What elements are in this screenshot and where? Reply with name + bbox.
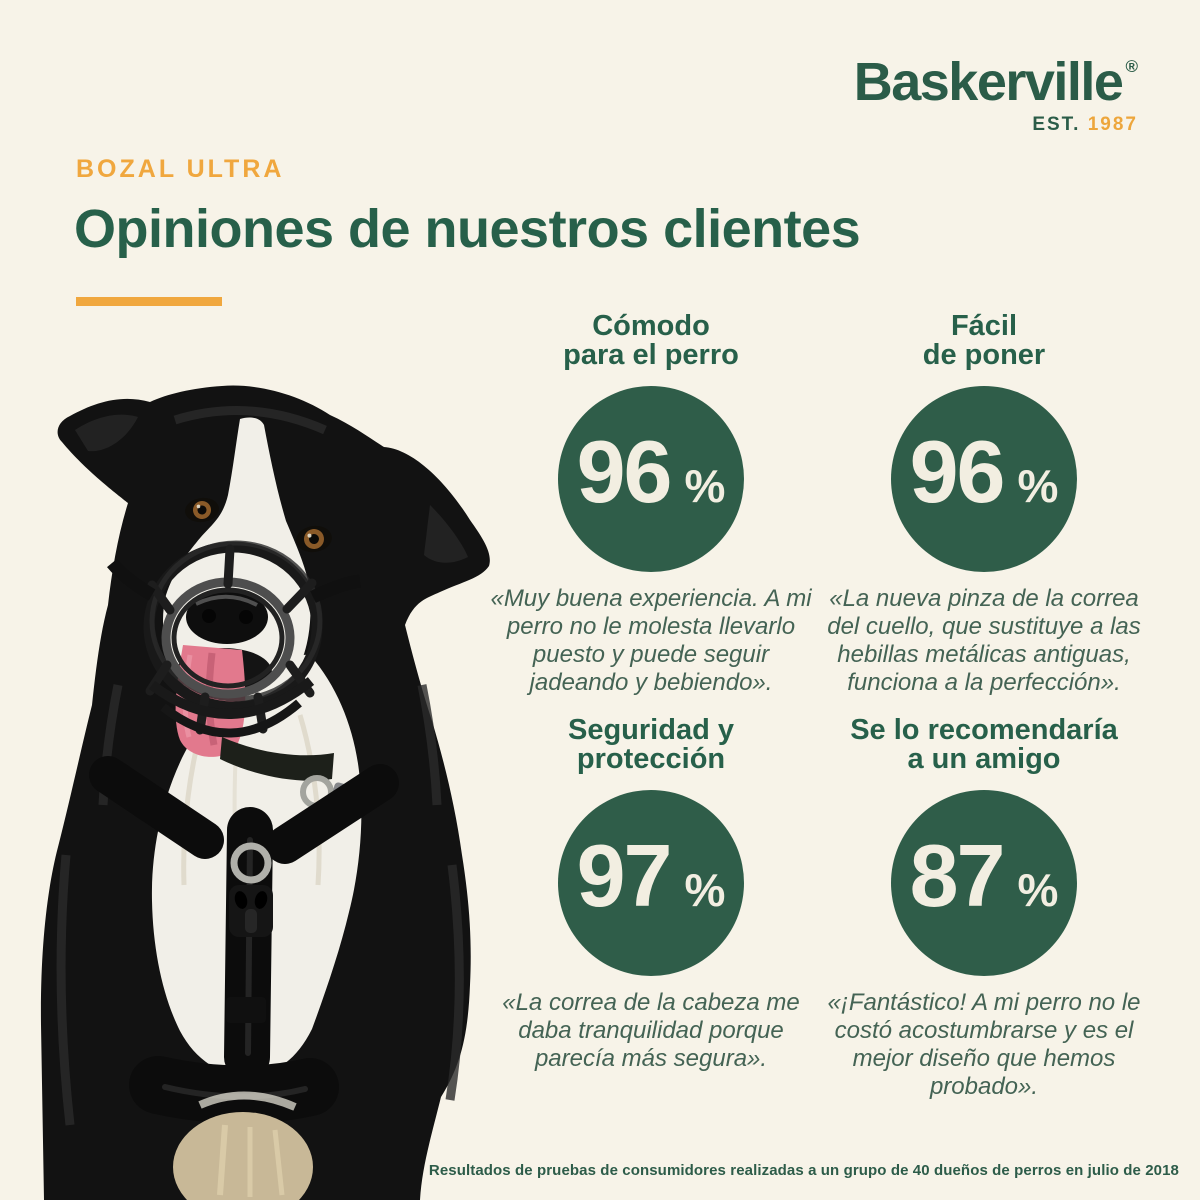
stat-circle: 87 % [891, 790, 1077, 976]
stat-card-facil: Fácil de poner 96 % «La nueva pinza de l… [814, 312, 1154, 697]
stat-title: Seguridad y protección [568, 714, 734, 775]
stat-card-recomendaria: Se lo recomendaría a un amigo 87 % «¡Fan… [814, 716, 1154, 1101]
brand-name: Baskerville ® [854, 54, 1138, 111]
page-title: Opiniones de nuestros clientes [74, 199, 861, 259]
stat-title: Se lo recomendaría a un amigo [850, 714, 1118, 775]
left-eye-icon [185, 497, 219, 523]
dog-nose-icon [186, 590, 268, 644]
stat-quote: «La correa de la cabeza me daba tranquil… [502, 989, 800, 1072]
right-ear-icon [424, 505, 468, 563]
stat-circle: 96 % [891, 386, 1077, 572]
title-underline [76, 297, 222, 306]
collar-strap [220, 737, 334, 781]
stat-title: Fácil de poner [922, 310, 1046, 371]
harness-dring-icon [230, 842, 272, 884]
dog-photo [0, 385, 520, 1200]
right-eye-icon [296, 525, 332, 553]
stat-title: Cómodo para el perro [563, 310, 739, 371]
stat-value: 97 [576, 826, 673, 925]
stat-circle: 97 % [558, 790, 744, 976]
stat-quote: «¡Fantástico! A mi perro no le costó aco… [827, 989, 1141, 1100]
belly-fur [173, 1091, 313, 1200]
stat-percent-sign: % [684, 460, 726, 512]
stat-quote: «Muy buena experiencia. A mi perro no le… [490, 585, 812, 696]
stat-value-group: 87 % [910, 825, 1059, 927]
harness-adjuster [226, 997, 266, 1023]
left-ear-icon [75, 414, 138, 452]
est-year: 1987 [1087, 113, 1138, 135]
stat-circle: 96 % [558, 386, 744, 572]
product-eyebrow-label: BOZAL ULTRA [76, 155, 285, 183]
brand-wordmark: Baskerville [853, 52, 1124, 112]
registered-trademark-icon: ® [1125, 57, 1138, 76]
stat-card-seguridad: Seguridad y protección 97 % «La correa d… [481, 716, 821, 1073]
stat-percent-sign: % [1017, 460, 1059, 512]
stat-percent-sign: % [684, 864, 726, 916]
stat-value-group: 96 % [577, 421, 726, 523]
stat-value: 96 [909, 422, 1006, 521]
muzzle-cage-icon [107, 540, 362, 738]
footer-note: Resultados de pruebas de consumidores re… [428, 1162, 1179, 1179]
stat-card-comodo: Cómodo para el perro 96 % «Muy buena exp… [481, 312, 821, 697]
stat-percent-sign: % [1017, 864, 1059, 916]
est-label: EST. [1032, 113, 1081, 135]
stat-value: 96 [576, 422, 673, 521]
brand-logo: Baskerville ® EST. 1987 [854, 54, 1138, 136]
stat-value: 87 [909, 826, 1006, 925]
brand-est-line: EST. 1987 [854, 114, 1138, 136]
stat-value-group: 96 % [910, 421, 1059, 523]
stat-value-group: 97 % [577, 825, 726, 927]
stat-quote: «La nueva pinza de la correa del cuello,… [827, 585, 1141, 696]
harness-buckle-icon [229, 885, 273, 937]
dog-illustration [40, 385, 490, 1200]
